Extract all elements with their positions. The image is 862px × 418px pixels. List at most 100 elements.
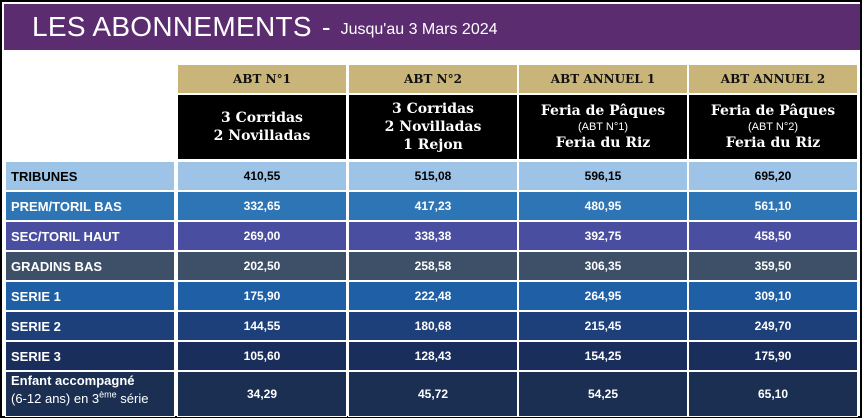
row-label: Enfant accompagné (6-12 ans) en 3ème séri… bbox=[5, 371, 175, 417]
row-label-text: PREM/TORIL BAS bbox=[11, 198, 122, 214]
page-title: LES ABONNEMENTS bbox=[32, 11, 312, 42]
row-label-text: SERIE 3 bbox=[11, 348, 61, 364]
price-value: 105,60 bbox=[243, 349, 281, 363]
price-cell: 561,10 bbox=[688, 191, 858, 221]
price-value: 144,55 bbox=[243, 319, 281, 333]
price-value: 258,58 bbox=[414, 259, 452, 273]
price-value: 561,10 bbox=[754, 199, 792, 213]
price-cell: 180,68 bbox=[348, 311, 518, 341]
column-code-header: ABT ANNUEL 1 bbox=[518, 64, 688, 94]
price-cell: 154,25 bbox=[518, 341, 688, 371]
price-value: 359,50 bbox=[754, 259, 792, 273]
column-line-1: Feria de Pâques bbox=[710, 103, 836, 119]
price-value: 154,25 bbox=[584, 349, 622, 363]
row-label-text: SERIE 1 bbox=[11, 288, 61, 304]
price-cell: 392,75 bbox=[518, 221, 688, 251]
price-cell: 65,10 bbox=[688, 371, 858, 417]
price-value: 215,45 bbox=[584, 319, 622, 333]
price-value: 264,95 bbox=[584, 289, 622, 303]
row-label-text: SERIE 2 bbox=[11, 318, 61, 334]
price-cell: 215,45 bbox=[518, 311, 688, 341]
price-cell: 175,90 bbox=[177, 281, 347, 311]
page-subtitle: Jusqu'au 3 Mars 2024 bbox=[340, 21, 498, 38]
page-header: LES ABONNEMENTS - Jusqu'au 3 Mars 2024 bbox=[4, 4, 860, 50]
row-label-text: SEC/TORIL HAUT bbox=[11, 228, 120, 244]
column-description-header: Feria de Pâques (ABT N°1) Feria du Riz bbox=[518, 94, 688, 160]
column-code-header: ABT N°2 bbox=[348, 64, 518, 94]
price-value: 34,29 bbox=[246, 387, 278, 401]
row-label-text: Enfant accompagné bbox=[11, 373, 135, 388]
price-value: 410,55 bbox=[243, 169, 281, 183]
price-cell: 202,50 bbox=[177, 251, 347, 281]
price-value: 54,25 bbox=[587, 387, 619, 401]
column-line-1: Feria de Pâques bbox=[540, 103, 666, 119]
row-label: PREM/TORIL BAS bbox=[5, 191, 175, 221]
price-value: 338,38 bbox=[414, 229, 452, 243]
price-value: 128,43 bbox=[414, 349, 452, 363]
column-code-header: ABT N°1 bbox=[177, 64, 347, 94]
row-label: SEC/TORIL HAUT bbox=[5, 221, 175, 251]
price-value: 458,50 bbox=[754, 229, 792, 243]
price-cell: 306,35 bbox=[518, 251, 688, 281]
column-line-3: Feria du Riz bbox=[725, 135, 821, 151]
row-label: TRIBUNES bbox=[5, 161, 175, 191]
column-code: ABT N°2 bbox=[404, 72, 462, 86]
row-label: SERIE 1 bbox=[5, 281, 175, 311]
price-cell: 269,00 bbox=[177, 221, 347, 251]
row-sublabel-post: série bbox=[116, 391, 149, 406]
price-value: 222,48 bbox=[414, 289, 452, 303]
row-label: SERIE 3 bbox=[5, 341, 175, 371]
price-value: 175,90 bbox=[243, 289, 281, 303]
price-value: 65,10 bbox=[757, 387, 789, 401]
row-label: SERIE 2 bbox=[5, 311, 175, 341]
price-cell: 34,29 bbox=[177, 371, 347, 417]
row-label-text: TRIBUNES bbox=[11, 168, 78, 184]
row-sublabel: (6-12 ans) en 3ème série bbox=[11, 390, 148, 408]
price-cell: 417,23 bbox=[348, 191, 518, 221]
price-cell: 222,48 bbox=[348, 281, 518, 311]
price-cell: 515,08 bbox=[348, 161, 518, 191]
column-code: ABT N°1 bbox=[233, 72, 291, 86]
price-value: 480,95 bbox=[584, 199, 622, 213]
price-value: 417,23 bbox=[414, 199, 452, 213]
price-value: 202,50 bbox=[243, 259, 281, 273]
price-cell: 410,55 bbox=[177, 161, 347, 191]
row-sublabel-pre: (6-12 ans) en 3 bbox=[11, 391, 100, 406]
column-line-2: 2 Novilladas bbox=[384, 119, 482, 135]
column-line-3: Feria du Riz bbox=[555, 135, 651, 151]
title-separator: - bbox=[321, 11, 331, 42]
price-value: 269,00 bbox=[243, 229, 281, 243]
column-line-1: 3 Corridas bbox=[392, 101, 474, 117]
price-cell: 338,38 bbox=[348, 221, 518, 251]
price-value: 249,70 bbox=[754, 319, 792, 333]
price-value: 332,65 bbox=[243, 199, 281, 213]
pricing-table: ABT N°1 3 Corridas 2 Novilladas ABT N°2 3 Co… bbox=[5, 64, 858, 417]
price-cell: 54,25 bbox=[518, 371, 688, 417]
column-description-header: 3 Corridas 2 Novilladas 1 Rejon bbox=[348, 94, 518, 160]
price-cell: 332,65 bbox=[177, 191, 347, 221]
price-cell: 175,90 bbox=[688, 341, 858, 371]
price-cell: 45,72 bbox=[348, 371, 518, 417]
price-cell: 128,43 bbox=[348, 341, 518, 371]
row-label-text: GRADINS BAS bbox=[11, 258, 103, 274]
column-description-header: 3 Corridas 2 Novilladas bbox=[177, 94, 347, 160]
price-cell: 458,50 bbox=[688, 221, 858, 251]
column-note: (ABT N°1) bbox=[577, 121, 629, 133]
price-cell: 264,95 bbox=[518, 281, 688, 311]
price-cell: 309,10 bbox=[688, 281, 858, 311]
column-code: ABT ANNUEL 2 bbox=[720, 72, 826, 86]
row-sublabel-sup: ème bbox=[99, 389, 117, 400]
column-line-2: 2 Novilladas bbox=[213, 128, 311, 144]
price-value: 180,68 bbox=[414, 319, 452, 333]
price-cell: 144,55 bbox=[177, 311, 347, 341]
column-note: (ABT N°2) bbox=[747, 121, 799, 133]
price-value: 175,90 bbox=[754, 349, 792, 363]
price-value: 695,20 bbox=[754, 169, 792, 183]
row-label: GRADINS BAS bbox=[5, 251, 175, 281]
price-cell: 258,58 bbox=[348, 251, 518, 281]
price-value: 306,35 bbox=[584, 259, 622, 273]
price-cell: 695,20 bbox=[688, 161, 858, 191]
price-cell: 480,95 bbox=[518, 191, 688, 221]
price-value: 45,72 bbox=[417, 387, 449, 401]
column-code-header: ABT ANNUEL 2 bbox=[688, 64, 858, 94]
